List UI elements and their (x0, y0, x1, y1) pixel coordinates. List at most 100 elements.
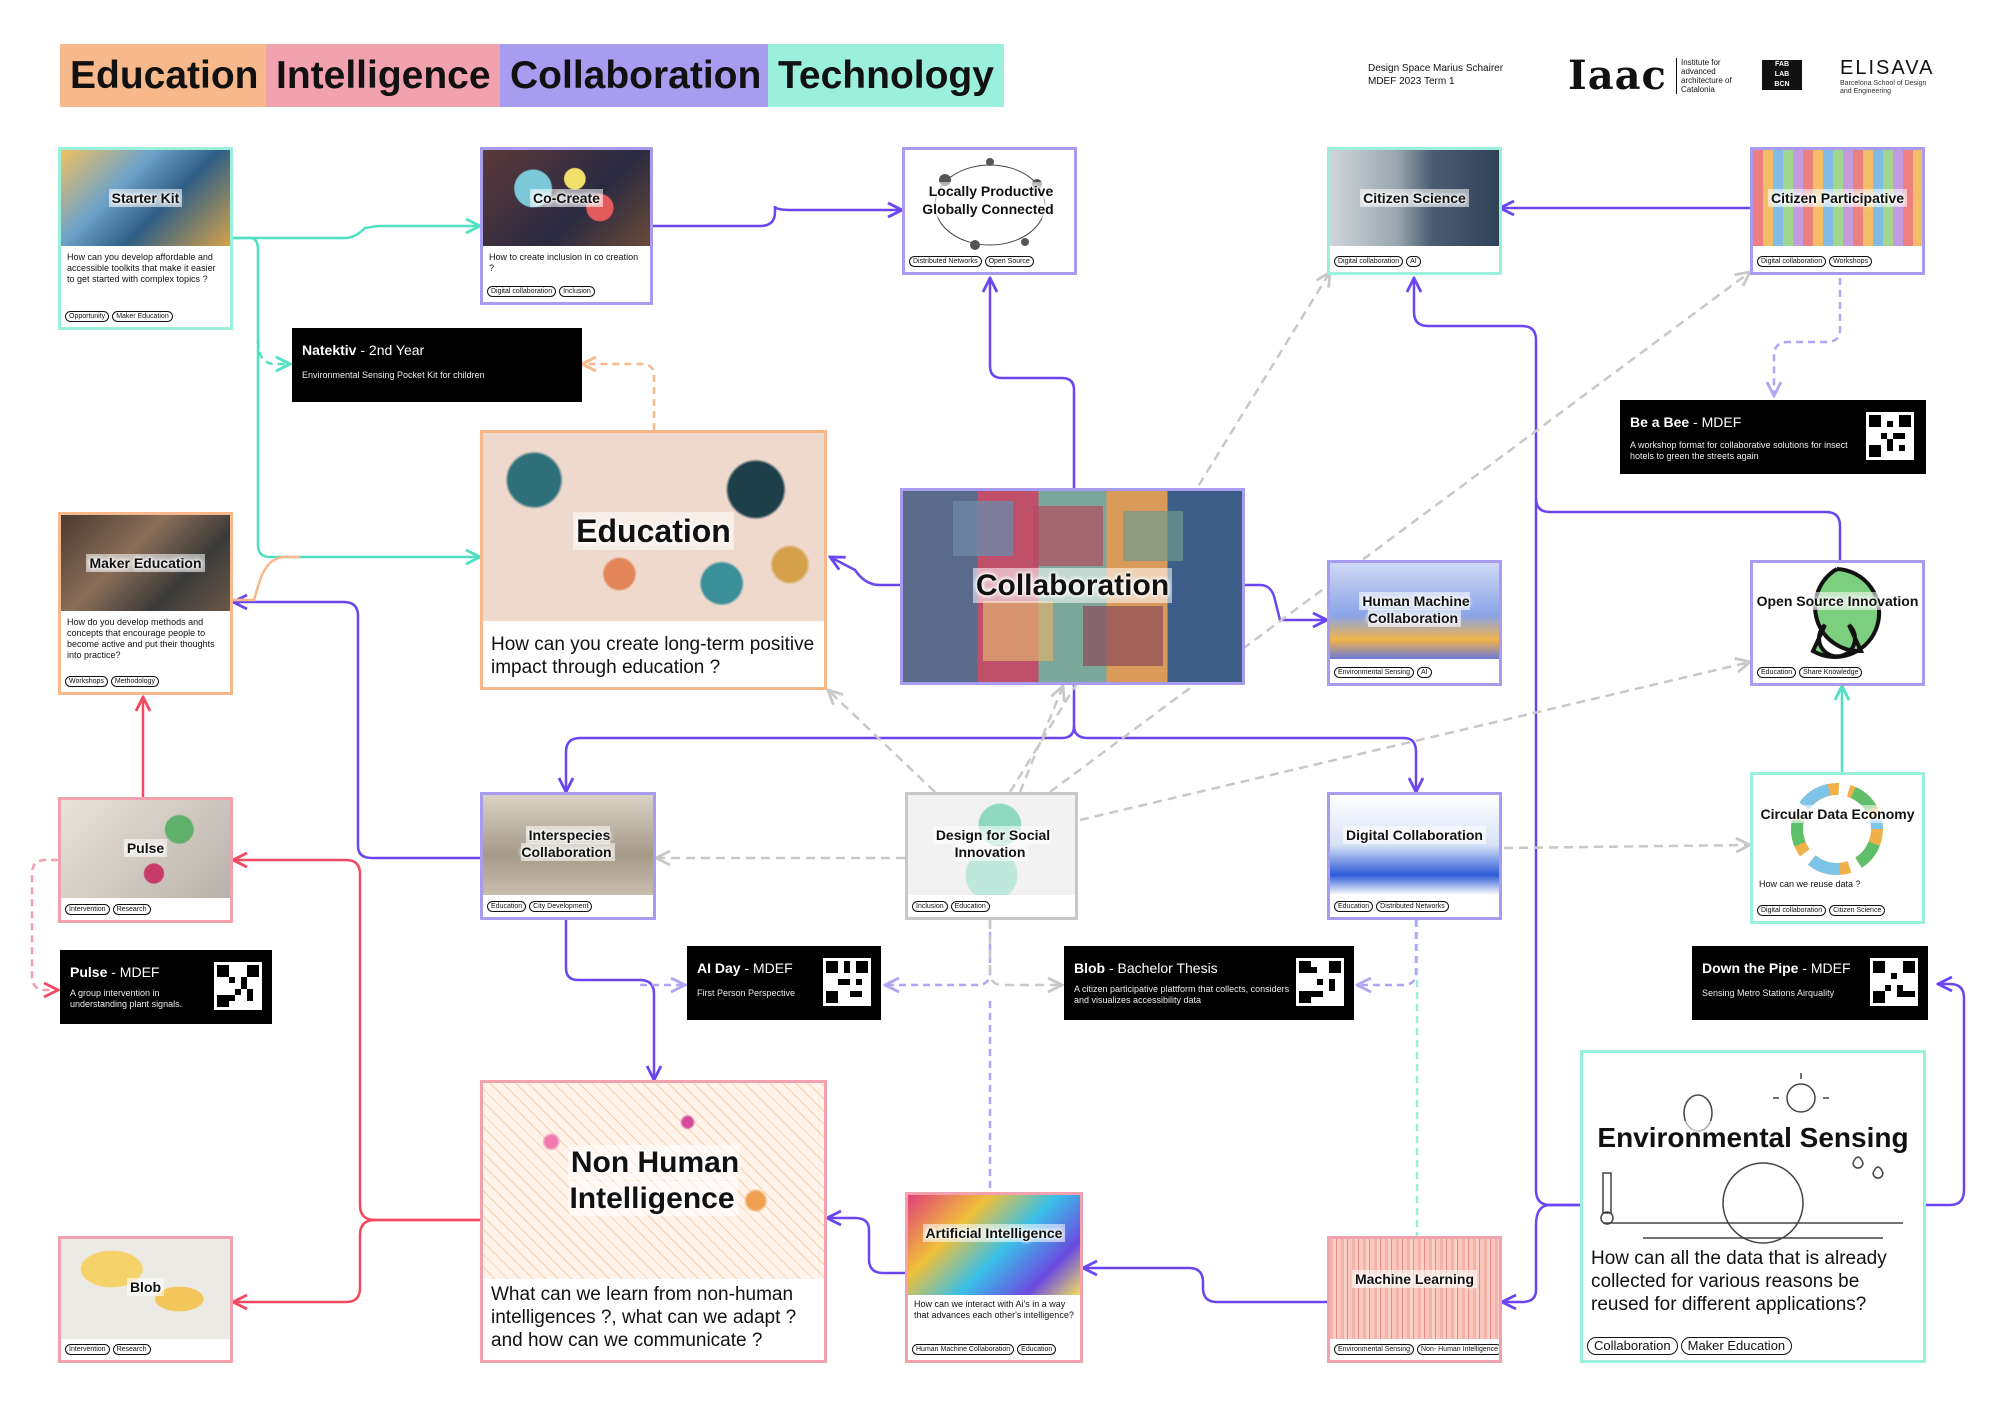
card-tags: Intervention Research (65, 904, 151, 915)
card-blob[interactable]: Blob Intervention Research (58, 1236, 233, 1363)
project-ai-day[interactable]: AI Day - MDEF First Person Perspective (687, 946, 881, 1020)
link-non-human-blob (233, 1218, 480, 1302)
link-collab-interspecies (566, 685, 1076, 792)
link-digital-circular (1503, 845, 1750, 848)
link-education-maker (233, 555, 300, 602)
link-collab-locally (990, 278, 1076, 488)
project-title: Pulse - MDEF (70, 964, 160, 980)
link-collab-human-machine (1245, 583, 1327, 620)
card-question: How can you create long-term positive im… (491, 634, 815, 678)
link-co-create-locally (653, 206, 902, 228)
card-title: Design for Social Innovation (908, 826, 1075, 861)
card-tags: Digital collaboration Workshops (1757, 256, 1872, 267)
card-tags: Collaboration Maker Education (1587, 1337, 1793, 1355)
tag: Intervention (65, 1344, 110, 1355)
card-co-create[interactable]: Co-Create How to create inclusion in co … (480, 147, 653, 305)
project-be-a-bee[interactable]: Be a Bee - MDEF A workshop format for co… (1620, 400, 1926, 474)
card-title: Machine Learning (1330, 1270, 1499, 1288)
card-title: Maker Education (61, 554, 230, 572)
card-tags: Human Machine Collaboration Education (912, 1344, 1057, 1355)
card-human-machine[interactable]: Human Machine Collaboration Environmenta… (1327, 560, 1502, 686)
tag: Citizen Science (1829, 905, 1886, 916)
card-maker-education[interactable]: Maker Education How do you develop metho… (58, 512, 233, 695)
project-down-the-pipe[interactable]: Down the Pipe - MDEF Sensing Metro Stati… (1692, 946, 1928, 1020)
link-open-source-cs (1534, 497, 1842, 560)
card-title: Citizen Science (1330, 189, 1499, 207)
link-citizen-part-be-a-bee (1774, 278, 1842, 396)
card-collaboration[interactable]: Collaboration (900, 488, 1245, 685)
ai-image (908, 1195, 1080, 1295)
project-title: Natektiv - 2nd Year (302, 342, 425, 358)
qr-code-icon[interactable] (823, 958, 871, 1006)
qr-code-icon[interactable] (214, 962, 262, 1010)
card-citizen-science[interactable]: Citizen Science Digital collaboration AI (1327, 147, 1502, 275)
qr-code-icon[interactable] (1866, 412, 1914, 460)
project-blob-thesis[interactable]: Blob - Bachelor Thesis A citizen partici… (1064, 946, 1354, 1020)
card-machine-learning[interactable]: Machine Learning Environmental Sensing N… (1327, 1236, 1502, 1363)
qr-code-icon[interactable] (1870, 958, 1918, 1006)
circular-data-image (1753, 775, 1922, 883)
card-title: Blob (61, 1278, 230, 1296)
tag: Maker Education (1680, 1337, 1793, 1355)
card-title: Locally Productive Globally Connected (905, 182, 1074, 218)
card-tags: Intervention Research (65, 1344, 151, 1355)
tag: Education (950, 901, 990, 912)
iaac-logo-subtitle: Institute for advanced architecture of C… (1676, 58, 1742, 94)
tag: Open Source (984, 256, 1034, 267)
project-description: A citizen participative plattform that c… (1074, 984, 1290, 1005)
legend-collaboration: Collaboration (500, 44, 772, 107)
qr-code-icon[interactable] (1296, 958, 1344, 1006)
link-digital-blob (1357, 920, 1418, 985)
card-title: Digital Collaboration (1330, 826, 1499, 844)
link-ai-non-human (827, 1218, 905, 1275)
project-description: First Person Perspective (697, 988, 796, 998)
card-env-sensing[interactable]: Environmental Sensing How can all the da… (1580, 1050, 1926, 1363)
tag: Distributed Networks (1376, 901, 1449, 912)
link-interspecies-maker (233, 602, 480, 860)
elisava-logo-subtitle: Barcelona School of Design and Engineeri… (1840, 80, 1927, 95)
project-description: A workshop format for collaborative solu… (1630, 440, 1848, 461)
card-open-source[interactable]: Open Source Innovation Education Share K… (1750, 560, 1925, 686)
tag: Human Machine Collaboration (912, 1344, 1015, 1355)
card-digital-collab[interactable]: Digital Collaboration Education Distribu… (1327, 792, 1502, 920)
tag: Share Knowledge (1799, 667, 1863, 678)
card-design-social[interactable]: Design for Social Innovation Inclusion E… (905, 792, 1078, 920)
card-citizen-participative[interactable]: Citizen Participative Digital collaborat… (1750, 147, 1925, 275)
fablab-logo-line: FAB (1775, 61, 1789, 68)
link-pulse-mdef (30, 858, 58, 990)
digital-collab-image (1330, 795, 1499, 895)
project-pulse-mdef[interactable]: Pulse - MDEF A group intervention in und… (60, 950, 272, 1024)
tag: Opportunity (65, 311, 110, 322)
tag: Digital collaboration (487, 286, 557, 297)
link-design-ai-day (885, 920, 992, 985)
card-ai[interactable]: Artificial Intelligence How can we inter… (905, 1192, 1083, 1363)
card-tags: Education City Development (487, 901, 593, 912)
card-tags: Environmental Sensing Non- Human Intelli… (1334, 1344, 1499, 1355)
card-non-human[interactable]: Non Human Intelligence What can we learn… (480, 1080, 827, 1363)
tag: Collaboration (1587, 1337, 1678, 1355)
card-question: How can you develop affordable and acces… (67, 252, 216, 284)
project-natektiv[interactable]: Natektiv - 2nd Year Environmental Sensin… (292, 328, 582, 402)
card-circular-data[interactable]: Circular Data Economy How can we reuse d… (1750, 772, 1925, 924)
card-pulse[interactable]: Pulse Intervention Research (58, 797, 233, 923)
link-design-blob (988, 920, 1062, 985)
card-education[interactable]: Education How can you create long-term p… (480, 430, 827, 690)
card-interspecies[interactable]: Interspecies Collaboration Education Cit… (480, 792, 656, 920)
tag: Non- Human Intelligence (1417, 1344, 1499, 1355)
tag: City Development (529, 901, 593, 912)
card-starter-kit[interactable]: Starter Kit How can you develop affordab… (58, 147, 233, 330)
puzzle-hands-icon (953, 501, 1183, 666)
credits: Design Space Marius Schairer MDEF 2023 T… (1368, 62, 1503, 88)
card-question: How can we interact with Ai's in a way t… (914, 1299, 1074, 1320)
tag: Methodology (110, 676, 159, 687)
tag: Digital collaboration (1334, 256, 1404, 267)
tag: Inclusion (912, 901, 948, 912)
fablab-logo: FAB LAB BCN (1762, 60, 1802, 90)
tag: AI (1417, 667, 1432, 678)
card-tags: Environmental Sensing AI (1334, 667, 1432, 678)
project-title: Down the Pipe - MDEF (1702, 960, 1851, 976)
tag: Research (112, 1344, 151, 1355)
card-locally-productive[interactable]: Locally Productive Globally Connected Di… (902, 147, 1077, 275)
legend-intelligence: Intelligence (266, 44, 501, 107)
fablab-logo-line: LAB (1774, 71, 1790, 78)
